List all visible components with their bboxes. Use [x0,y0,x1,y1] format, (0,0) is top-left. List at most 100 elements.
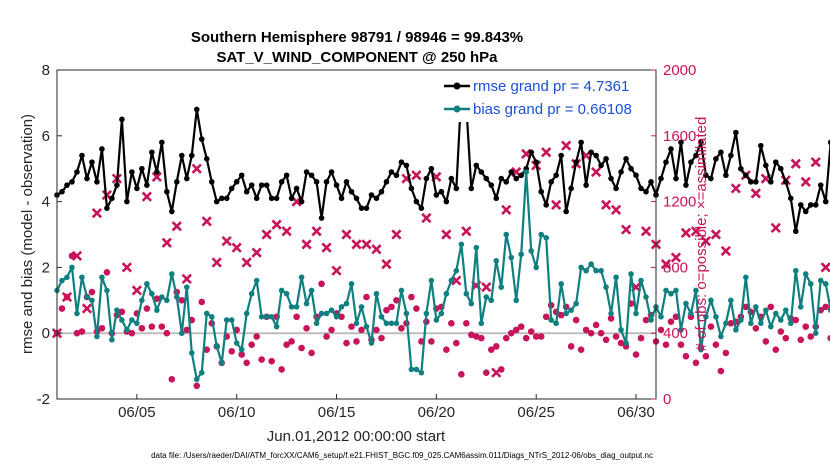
left-tick-label: 2 [42,259,50,276]
obs-possible-marker [597,329,605,337]
bias-data-point [84,294,90,300]
bias-data-point [533,264,539,271]
rmse-data-point [623,156,629,162]
bias-data-point [603,284,609,290]
obs-possible-marker [98,324,106,332]
obs-possible-marker [517,323,525,330]
bias-data-point [403,310,410,317]
obs-possible-marker [308,349,315,357]
obs-possible-marker [328,326,335,334]
x-tick-label: 06/25 [517,404,555,421]
obs-possible-marker [163,329,171,337]
bias-data-point [363,323,370,330]
obs-possible-marker [443,346,450,353]
left-axis: -2 0 2 4 6 8 [37,62,62,408]
rmse-data-point [94,179,100,185]
obs-possible-marker [128,329,136,337]
bias-data-point [733,327,739,333]
left-tick-label: -2 [37,391,50,408]
obs-possible-marker [692,359,700,367]
obs-possible-marker [373,326,380,334]
rmse-data-point [333,182,340,188]
bias-data-point [74,310,80,317]
legend-label-rmse: rmse grand pr = 4.7361 [473,78,629,95]
bias-data-point [124,327,130,333]
bias-data-point [628,271,634,277]
x-tick-label: 06/10 [218,404,256,421]
obs-assimilated-marker [81,303,93,314]
bias-data-point [578,264,584,271]
obs-possible-marker [492,343,500,350]
rmse-data-point [797,202,804,208]
bias-data-point [248,290,255,297]
right-tick-label: 2000 [663,62,696,79]
obs-possible-marker [88,288,96,296]
bias-series-line [56,170,830,381]
rmse-data-point [558,152,564,159]
bias-data-point [288,304,295,310]
obs-possible-marker [612,333,620,340]
rmse-data-point [328,169,335,175]
obs-possible-marker [582,326,590,334]
obs-possible-marker [463,320,470,327]
bias-data-point [79,274,85,281]
bias-data-point [253,277,260,284]
rmse-data-point [683,182,689,188]
rmse-data-point [663,159,669,165]
bias-data-point [758,320,764,327]
bias-data-point [822,281,829,287]
obs-assimilated-marker [251,247,262,258]
rmse-data-point [758,142,764,149]
obs-possible-marker [792,316,800,324]
bias-data-point [773,310,779,317]
obs-possible-marker [662,341,670,349]
legend-marker-bias [453,105,461,113]
plot-area [51,69,830,400]
bias-data-point [278,287,285,294]
obs-possible-marker [742,303,750,311]
bias-data-point [443,290,450,297]
bias-data-point [129,317,135,323]
rmse-data-point [218,195,225,202]
obs-assimilated-marker [810,157,821,168]
bias-data-point [193,376,200,383]
bias-data-point [688,310,694,317]
rmse-data-point [134,185,140,192]
obs-assimilated-marker [541,147,552,158]
rmse-data-point [283,172,290,179]
obs-assimilated-marker [481,282,492,293]
obs-possible-marker [727,320,735,327]
obs-assimilated-marker [610,204,622,215]
bias-data-point [748,320,754,327]
rmse-data-point [488,182,495,188]
bias-data-point [523,169,530,175]
rmse-data-point [343,179,350,185]
bias-data-point [718,333,724,340]
rmse-data-point [198,136,205,142]
rmse-data-point [827,139,830,146]
bias-data-point [777,317,784,323]
bias-data-point [643,294,649,300]
bias-data-point [683,300,689,307]
obs-assimilated-marker [121,262,133,273]
bias-data-point [753,304,759,310]
obs-assimilated-marker [301,239,312,250]
y-axis-label: rmse and bias (model - observation) [19,114,36,354]
rmse-data-point [483,175,490,182]
bias-data-point [528,248,535,254]
bias-data-point [723,320,729,327]
bias-data-point [318,310,325,317]
obs-possible-marker [807,333,815,340]
bias-data-point [174,294,180,300]
bias-data-point [728,297,734,304]
rmse-data-point [253,195,260,202]
rmse-data-point [378,188,385,195]
bias-data-point [812,330,819,337]
rmse-data-point [792,228,799,235]
rmse-data-point [388,169,395,175]
bias-data-point [89,297,95,304]
bias-data-point [393,320,400,327]
rmse-data-point [633,172,639,179]
obs-possible-marker [293,313,300,321]
bias-data-point [198,369,205,376]
